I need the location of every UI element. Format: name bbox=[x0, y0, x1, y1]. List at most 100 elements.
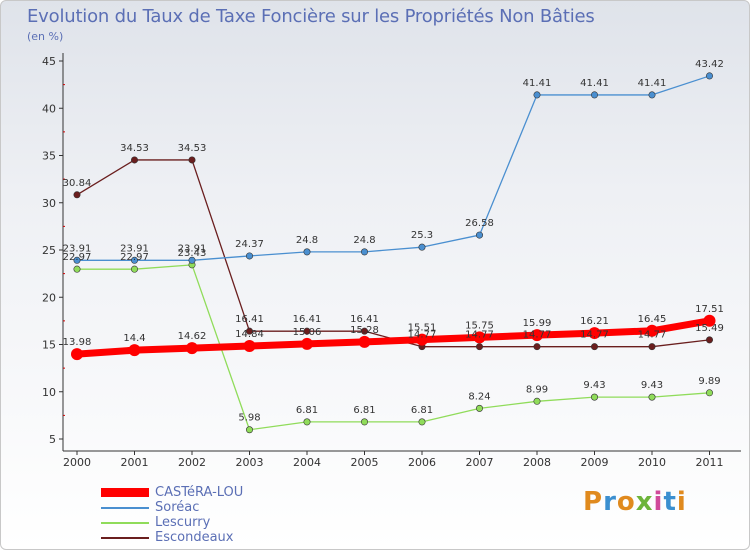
data-label: 9.43 bbox=[583, 380, 605, 391]
legend-label: Escondeaux bbox=[155, 530, 234, 545]
data-point bbox=[128, 344, 141, 357]
data-label: 17.51 bbox=[695, 304, 724, 315]
legend-label: Lescurry bbox=[155, 515, 211, 530]
data-point bbox=[475, 404, 483, 412]
x-tick-label: 2002 bbox=[178, 456, 206, 469]
data-label: 14.77 bbox=[638, 330, 667, 341]
legend-item: Lescurry bbox=[101, 515, 243, 530]
data-point bbox=[73, 191, 81, 199]
y-tick-label: 10 bbox=[42, 386, 56, 399]
data-label: 23.91 bbox=[120, 243, 149, 254]
series-line-1 bbox=[76, 75, 711, 261]
legend-swatch bbox=[101, 506, 149, 509]
data-point bbox=[590, 91, 598, 99]
data-point bbox=[360, 248, 368, 256]
x-tick-label: 2006 bbox=[408, 456, 436, 469]
x-tick-label: 2009 bbox=[581, 456, 609, 469]
data-label: 26.58 bbox=[465, 218, 494, 229]
data-point bbox=[590, 343, 598, 351]
data-label: 14.77 bbox=[523, 330, 552, 341]
proxiti-logo: Proxiti bbox=[583, 487, 687, 517]
data-point bbox=[473, 331, 486, 344]
x-tick-label: 2010 bbox=[638, 456, 666, 469]
y-tick-label: 40 bbox=[42, 102, 56, 115]
legend-label: CASTéRA-LOU bbox=[155, 485, 244, 500]
x-tick-label: 2004 bbox=[293, 456, 321, 469]
data-label: 24.8 bbox=[296, 235, 318, 246]
data-label: 15.75 bbox=[465, 320, 494, 331]
data-point bbox=[533, 91, 541, 99]
x-tick-label: 2003 bbox=[236, 456, 264, 469]
data-point bbox=[646, 324, 658, 337]
data-label: 6.81 bbox=[353, 405, 375, 416]
data-point bbox=[648, 393, 656, 401]
chart-title: Evolution du Taux de Taxe Foncière sur l… bbox=[27, 6, 595, 27]
legend-label: Soréac bbox=[155, 500, 200, 515]
legend-swatch bbox=[101, 521, 149, 524]
x-tick-label: 2005 bbox=[351, 456, 379, 469]
x-tick-label: 2000 bbox=[63, 456, 91, 469]
data-label: 14.77 bbox=[465, 330, 494, 341]
data-point bbox=[418, 418, 426, 426]
y-tick-label: 5 bbox=[49, 433, 56, 446]
data-point bbox=[188, 256, 196, 264]
data-label: 6.81 bbox=[411, 405, 433, 416]
data-point bbox=[73, 256, 81, 264]
data-point bbox=[475, 231, 483, 239]
data-label: 15.06 bbox=[293, 327, 322, 338]
data-point bbox=[131, 265, 139, 273]
data-label: 25.3 bbox=[411, 230, 433, 241]
data-label: 13.98 bbox=[63, 337, 92, 348]
data-label: 24.37 bbox=[235, 239, 264, 250]
data-point bbox=[475, 343, 483, 351]
data-label: 22.97 bbox=[120, 252, 149, 263]
data-point bbox=[418, 243, 426, 251]
data-point bbox=[301, 337, 313, 350]
data-point bbox=[358, 335, 371, 348]
data-point bbox=[188, 156, 196, 164]
data-label: 15.99 bbox=[523, 318, 552, 329]
data-label: 16.41 bbox=[293, 314, 322, 325]
logo-letter: i bbox=[653, 487, 664, 517]
y-tick-label: 20 bbox=[42, 291, 56, 304]
y-tick-label: 35 bbox=[42, 150, 56, 163]
data-label: 41.41 bbox=[580, 78, 609, 89]
data-label: 9.89 bbox=[698, 376, 720, 387]
data-point bbox=[705, 336, 713, 344]
data-label: 8.99 bbox=[526, 384, 548, 395]
legend-item: Escondeaux bbox=[101, 530, 243, 545]
data-label: 14.84 bbox=[235, 329, 264, 340]
x-tick-label: 2001 bbox=[121, 456, 149, 469]
data-label: 30.84 bbox=[63, 178, 92, 189]
logo-letter: r bbox=[603, 487, 617, 517]
data-label: 8.24 bbox=[468, 391, 490, 402]
data-point bbox=[303, 418, 311, 426]
y-tick-label: 25 bbox=[42, 244, 56, 257]
data-label: 41.41 bbox=[638, 78, 667, 89]
data-label: 5.98 bbox=[238, 413, 260, 424]
x-tick-label: 2007 bbox=[466, 456, 494, 469]
data-label: 16.41 bbox=[350, 314, 379, 325]
data-label: 22.97 bbox=[63, 252, 92, 263]
data-point bbox=[243, 340, 256, 353]
x-tick-label: 2011 bbox=[696, 456, 724, 469]
data-point bbox=[131, 156, 139, 164]
logo-letter: o bbox=[616, 487, 636, 517]
series-line-2 bbox=[76, 264, 711, 431]
legend-swatch bbox=[101, 536, 149, 539]
data-point bbox=[360, 327, 368, 335]
data-label: 43.42 bbox=[695, 59, 724, 70]
data-label: 15.28 bbox=[350, 325, 379, 336]
data-label: 34.53 bbox=[178, 143, 207, 154]
legend-swatch bbox=[101, 488, 149, 497]
data-point bbox=[533, 343, 541, 351]
data-label: 9.43 bbox=[641, 380, 663, 391]
data-point bbox=[186, 342, 198, 355]
data-point bbox=[246, 327, 254, 335]
data-label: 14.62 bbox=[178, 331, 207, 342]
data-point bbox=[246, 426, 254, 434]
data-label: 15.51 bbox=[408, 323, 437, 334]
data-point bbox=[303, 327, 311, 335]
logo-letter: i bbox=[676, 487, 687, 517]
data-point bbox=[360, 418, 368, 426]
